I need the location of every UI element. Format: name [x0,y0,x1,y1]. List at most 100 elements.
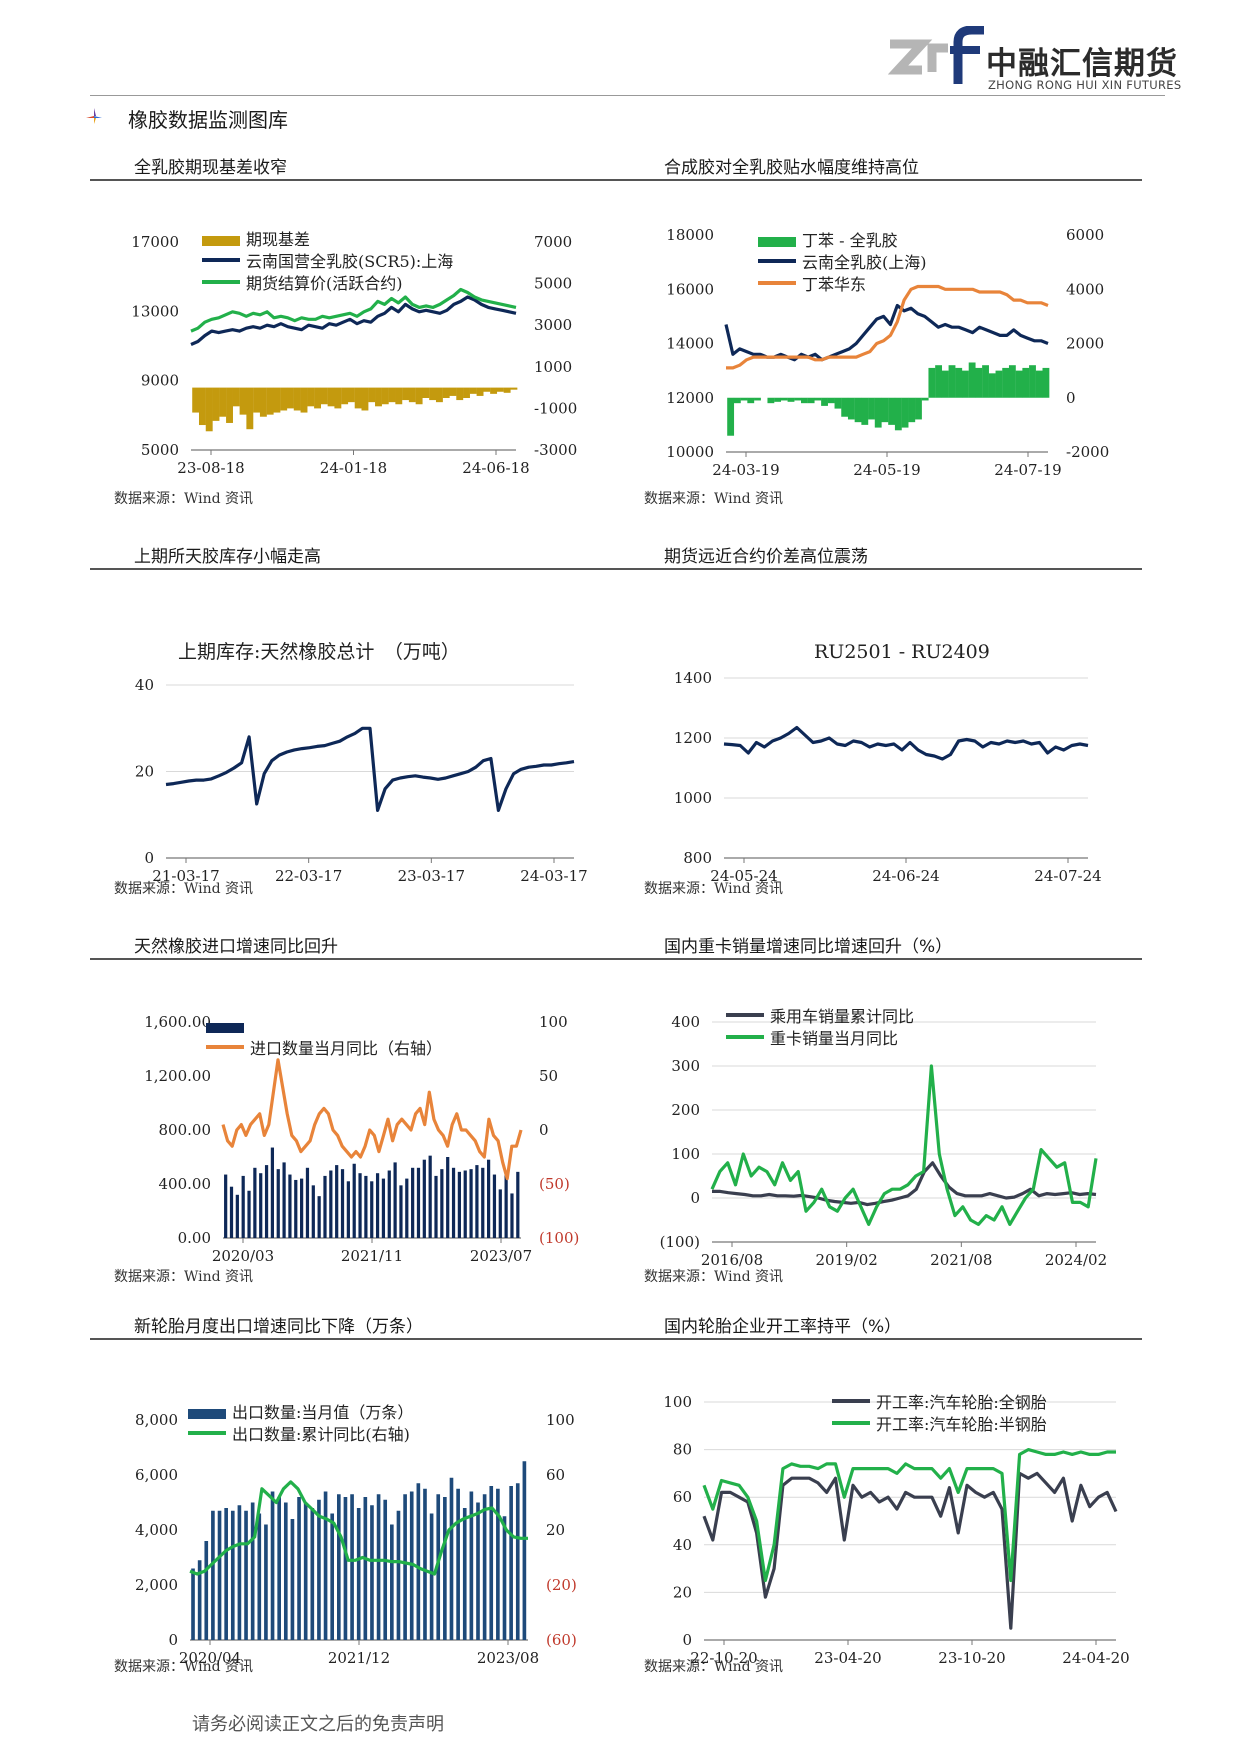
chart-6-y-tick: 0 [690,1189,700,1207]
chart-5-bar [387,1170,391,1238]
chart-1-bar [347,387,355,403]
chart-5-legend-swatch [206,1023,244,1033]
chart-7-legend-label: 出口数量:当月值（万条） [232,1403,413,1422]
chart-8-plot: 100 80 60 40 20 022-10-20 23-04-20 23-10-20 24-0… [663,1393,1129,1667]
chart-3-x-tick: 22-03-17 [275,867,342,885]
chart-2-bar [988,373,996,398]
chart-5-bar [440,1169,444,1238]
chart-5-bar [451,1167,456,1238]
chart-5-bar [370,1181,374,1238]
chart-5-y-tick: 1,600.00 [144,1013,211,1031]
chart-1-bar [226,387,233,423]
chart-2-bar [881,397,889,423]
chart-1-bar [334,387,342,409]
chart-5-bar [352,1163,356,1238]
chart-2-series-line [724,303,1049,362]
chart-2-bar [854,397,862,423]
chart-2-bar [888,397,896,425]
chart-5-bar [270,1147,275,1238]
chart-2-bar [894,397,902,431]
chart-1-y-tick: 13000 [131,302,179,320]
chart-7-y2-tick: 100 [546,1411,575,1429]
chart-2-y-tick: 16000 [666,280,714,298]
chart-2-y-tick: 10000 [666,443,714,461]
chart-1-y2-tick: -3000 [534,441,577,459]
chart-2-bar [995,370,1003,398]
chart-1-source: 数据来源：Wind 资讯 [114,491,254,507]
chart-5-bar [340,1169,345,1238]
chart-7-x-tick: 2023/08 [477,1649,539,1667]
chart-7-y2-tick: 20 [546,1521,565,1539]
chart-4-y-tick: 1000 [674,789,712,807]
chart-1-bar [253,387,261,413]
chart-2-bar [928,367,936,398]
chart-5-bar [358,1173,362,1238]
chart-8-legend-swatch [832,1399,870,1403]
chart-3-title-rule [90,568,626,570]
chart-5-plot: 1,600.00 1,200.00 800.00 400.00 0.00 100 50 0 (5… [144,1013,579,1265]
chart-2-bar [800,397,808,404]
chart-2-plot: 18000 16000 14000 12000 10000 6000 4000 2000 0 -2… [666,226,1109,479]
chart-1-legend-label: 期现基差 [246,230,310,249]
chart-7-bar [383,1499,388,1640]
section-title: 橡胶数据监测图库 [128,108,288,132]
chart-1-y-tick: 5000 [141,441,179,459]
chart-1-bar [314,387,321,409]
chart-7-bar [277,1497,281,1640]
chart-4-y-tick: 1400 [674,669,712,687]
chart-1-bar [402,387,410,401]
chart-1-title: 全乳胶期现基差收窄 [134,158,287,178]
chart-7-y-tick: 0 [168,1631,178,1649]
chart-8-source: 数据来源：Wind 资讯 [644,1659,784,1675]
chart-6-legend-label: 重卡销量当月同比 [770,1029,898,1048]
chart-8-legend-swatch [832,1421,870,1425]
chart-1-plot: 17000 13000 9000 5000 7000 5000 3000 1000 -1000 -… [131,230,577,477]
chart-7-y-tick: 6,000 [135,1466,178,1484]
chart-5-bar [463,1170,467,1238]
chart-7-y-tick: 4,000 [135,1521,178,1539]
chart-7-bar [336,1494,341,1640]
chart-1-y2-tick: 1000 [534,358,572,376]
chart-3-x-tick: 21-03-17 [152,867,219,885]
chart-1-bar [198,387,206,426]
chart-7-bar [250,1502,255,1640]
chart-1-series-line [190,295,517,346]
chart-1-y2-tick: -1000 [534,399,577,417]
chart-3-series-line [165,726,575,812]
chart-3-source: 数据来源：Wind 资讯 [114,881,254,897]
chart-5-legend-label: 进口数量当月同比（右轴） [250,1039,442,1058]
chart-5-title-rule [90,958,626,960]
chart-7-y-tick: 8,000 [135,1411,178,1429]
chart-7-bar [303,1502,308,1640]
chart-7-bar [456,1488,460,1640]
chart-1-bar [510,387,518,390]
chart-7-bar [211,1510,215,1640]
chart-5-bar [229,1186,234,1238]
chart-1-bar [327,387,335,407]
chart-5-bar [335,1165,339,1238]
chart-1-bar [490,387,498,394]
chart-2-y2-tick: 6000 [1066,226,1104,244]
chart-1-x-tick: 23-08-18 [177,459,244,477]
chart-1-bar [287,387,294,409]
company-logo-name: 中融汇信期货 [986,46,1178,82]
chart-5-bar [393,1162,397,1238]
chart-1-bar [293,387,301,411]
chart-1-bar [266,387,274,415]
chart-1-bar [435,387,443,403]
chart-7-x-tick: 2021/12 [328,1649,390,1667]
chart-5-bar [247,1190,251,1238]
chart-2-bar [814,397,822,401]
chart-7-bar [283,1502,288,1640]
company-logo-mark [888,26,984,84]
chart-5-bar [364,1175,368,1238]
chart-7-source: 数据来源：Wind 资讯 [114,1659,254,1675]
chart-7-bar [423,1488,427,1640]
chart-6-y-tick: (100) [660,1233,700,1251]
chart-5-y-tick: 400.00 [159,1175,212,1193]
chart-2-y2-tick: 2000 [1066,335,1104,353]
chart-7-bar [476,1502,480,1640]
chart-6-legend-swatch [726,1013,764,1017]
chart-8-y-tick: 40 [673,1536,692,1554]
chart-4-series-line [723,725,1089,761]
